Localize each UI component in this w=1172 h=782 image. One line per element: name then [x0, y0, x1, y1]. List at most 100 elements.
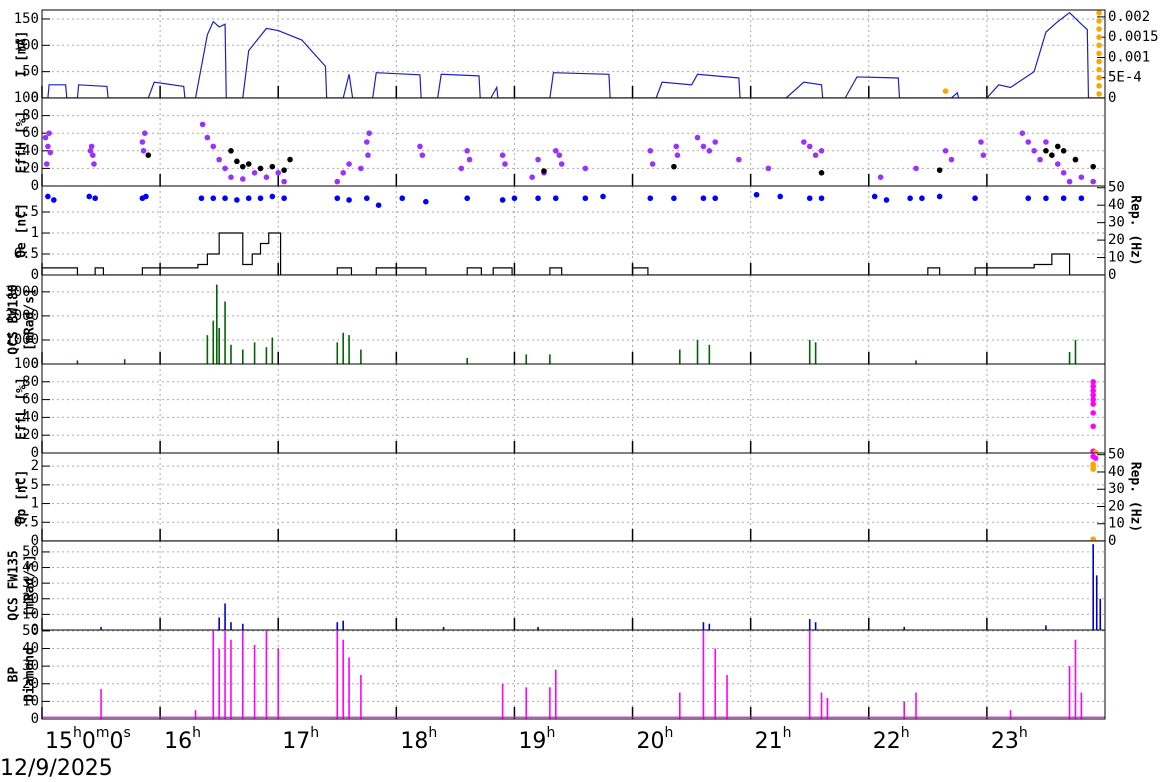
- data-point: [671, 163, 677, 170]
- date-label: 12/9/2025: [0, 756, 113, 781]
- y2-tick-label: 0: [1108, 533, 1116, 549]
- y2-tick-label: 50: [1108, 447, 1125, 463]
- data-point: [204, 134, 211, 141]
- data-point: [91, 161, 97, 167]
- y2-tick-label: 0.001: [1108, 49, 1150, 65]
- y-tick-label: 60: [22, 392, 39, 408]
- data-point: [228, 148, 234, 154]
- x-tick-label: 20h: [637, 725, 674, 754]
- data-point: [1037, 156, 1043, 163]
- data-point: [736, 156, 742, 163]
- data-point: [263, 174, 270, 180]
- series-group: [42, 191, 1104, 275]
- data-point: [51, 197, 57, 203]
- data-point: [275, 170, 282, 176]
- data-point: [464, 195, 471, 202]
- data-point: [552, 195, 559, 202]
- y-tick-label: 0: [31, 90, 39, 106]
- y-tick-label: 20: [22, 160, 39, 176]
- y-tick-label: 60: [22, 125, 39, 141]
- y2-axis-label: Rep. (Hz): [1128, 462, 1143, 532]
- y-tick-label: 0: [31, 356, 39, 372]
- data-point: [671, 195, 677, 202]
- y-axis-label: [mRad/s]: [23, 554, 38, 617]
- data-point: [228, 174, 234, 180]
- y2-tick-label: 40: [1108, 197, 1125, 213]
- y-tick-label: 0.5: [14, 246, 39, 262]
- data-point: [1043, 195, 1049, 202]
- data-point: [43, 161, 50, 167]
- data-point: [1090, 410, 1096, 416]
- y-axis-label: QCS BW180: [7, 284, 22, 355]
- series-group: [76, 284, 1077, 364]
- data-point: [674, 152, 681, 158]
- data-point: [234, 197, 240, 203]
- data-point: [1096, 74, 1102, 81]
- y-tick-label: 20: [22, 427, 39, 443]
- data-point: [529, 174, 535, 180]
- y2-tick-label: 40: [1108, 464, 1125, 480]
- y2-tick-label: 0: [1108, 267, 1116, 283]
- data-point: [417, 143, 423, 150]
- x-tick-label: 18h: [400, 725, 437, 754]
- y-axis-label: EffH [%]: [15, 111, 30, 174]
- data-point: [1090, 401, 1096, 407]
- y-tick-label: 0: [31, 178, 39, 194]
- data-point: [89, 152, 96, 158]
- data-point: [818, 195, 825, 202]
- data-point: [239, 163, 246, 170]
- data-point: [222, 195, 228, 202]
- data-point: [1060, 170, 1067, 176]
- data-point: [907, 195, 913, 202]
- data-point: [42, 134, 49, 141]
- data-point: [1090, 466, 1096, 472]
- data-point: [1096, 10, 1102, 16]
- data-point: [753, 191, 760, 198]
- data-point: [1090, 536, 1096, 541]
- series-group: [42, 10, 1105, 98]
- data-point: [582, 165, 589, 172]
- data-point: [375, 202, 382, 208]
- y2-tick-label: 0.002: [1108, 9, 1150, 25]
- series-group: [42, 121, 1096, 185]
- series-group: [1090, 379, 1099, 453]
- data-point: [143, 193, 149, 200]
- data-point: [1090, 387, 1096, 394]
- data-point: [919, 195, 925, 202]
- data-point: [1031, 148, 1037, 154]
- data-point: [806, 195, 813, 202]
- y-tick-label: 100: [14, 90, 39, 106]
- y-tick-label: 50: [22, 623, 39, 639]
- data-point: [972, 195, 978, 202]
- x-tick-label: 22h: [873, 725, 910, 754]
- y-axis-label: I [mA]: [15, 31, 30, 78]
- y-tick-label: 0: [31, 622, 39, 638]
- data-point: [245, 195, 252, 202]
- data-point: [1078, 195, 1085, 202]
- data-point: [257, 165, 264, 172]
- data-point: [45, 193, 51, 200]
- y-axis-label: Qp [nC]: [15, 470, 30, 525]
- data-point: [1092, 455, 1099, 461]
- y-tick-label: 30: [22, 575, 39, 591]
- data-point: [140, 148, 147, 154]
- data-point: [216, 156, 222, 163]
- y-tick-label: 40: [22, 143, 39, 159]
- data-point: [871, 193, 878, 200]
- y-tick-label: 0: [31, 267, 39, 283]
- data-point: [47, 149, 54, 156]
- data-point: [334, 195, 341, 202]
- data-point: [334, 178, 341, 185]
- y2-tick-label: 5E-4: [1108, 70, 1142, 86]
- data-point: [281, 195, 287, 202]
- y2-tick-label: 20: [1108, 498, 1125, 514]
- data-point: [818, 170, 825, 176]
- data-point: [1072, 156, 1079, 163]
- data-point: [281, 167, 287, 173]
- data-point: [712, 139, 719, 145]
- data-point: [499, 197, 506, 203]
- data-point: [936, 167, 943, 173]
- data-point: [269, 193, 276, 200]
- series-group: [100, 544, 1102, 630]
